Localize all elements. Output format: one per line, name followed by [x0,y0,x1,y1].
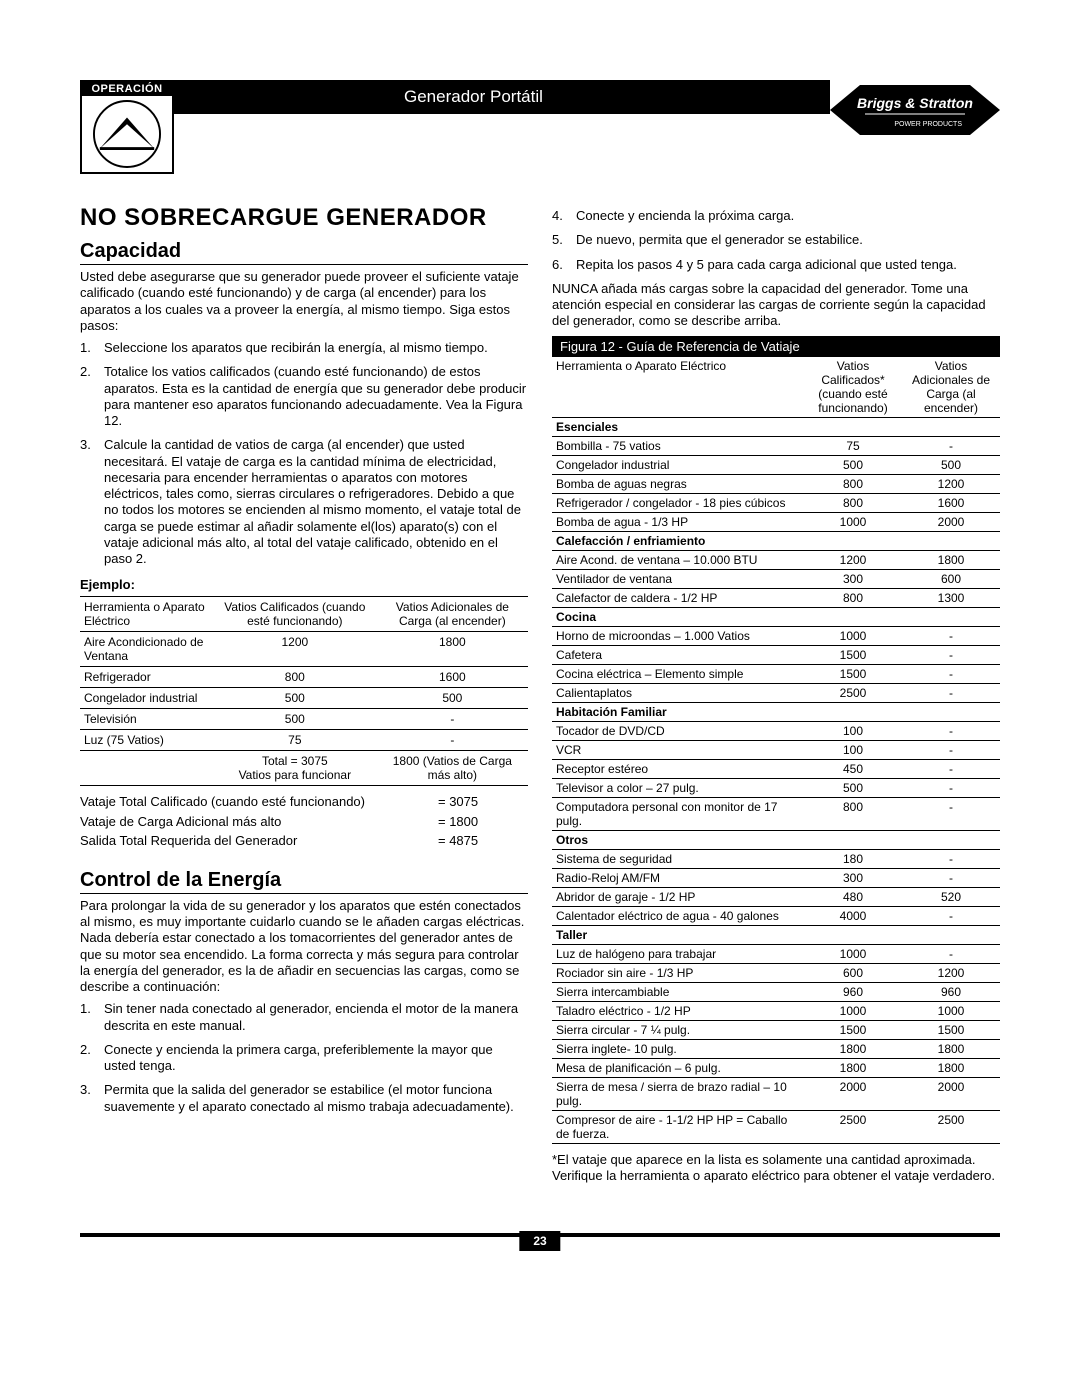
table-row: Abridor de garaje - 1/2 HP480520 [552,887,1000,906]
right-column: Conecte y encienda la próxima carga. De n… [552,204,1000,1197]
table-row: Cafetera1500- [552,645,1000,664]
title-bar: Generador Portátil [174,80,830,114]
step-item: Conecte y encienda la primera carga, pre… [80,1042,528,1075]
energy-intro: Para prolongar la vida de su generador y… [80,898,528,996]
summary-row: Salida Total Requerida del Generador= 48… [80,831,528,851]
table-row: Receptor estéreo450- [552,759,1000,778]
ref-col-rated: Vatios Calificados* (cuando esté funcion… [804,357,902,418]
example-label: Ejemplo: [80,577,528,592]
example-header: Vatios Calificados (cuando esté funciona… [213,597,377,632]
table-row: Calentador eléctrico de agua - 40 galone… [552,906,1000,925]
reference-table: Herramienta o Aparato Eléctrico Vatios C… [552,357,1000,1144]
summary-row: Vataje de Carga Adicional más alto= 1800 [80,812,528,832]
table-row: Sierra de mesa / sierra de brazo radial … [552,1077,1000,1110]
table-row: Tocador de DVD/CD100- [552,721,1000,740]
step-item: Seleccione los aparatos que recibirán la… [80,340,528,356]
table-row: Congelador industrial500500 [80,688,528,709]
table-row: Computadora personal con monitor de 17 p… [552,797,1000,830]
ref-category-row: Cocina [552,607,1000,626]
energy-warning: NUNCA añada más cargas sobre la capacida… [552,281,1000,330]
ref-category-row: Habitación Familiar [552,702,1000,721]
summary-block: Vataje Total Calificado (cuando esté fun… [80,792,528,851]
table-row: Horno de microondas – 1.000 Vatios1000- [552,626,1000,645]
summary-row: Vataje Total Calificado (cuando esté fun… [80,792,528,812]
main-heading: NO SOBRECARGUE GENERADOR [80,204,528,232]
table-row-total: Total = 3075 Vatios para funcionar1800 (… [80,751,528,786]
step-item: Calcule la cantidad de vatios de carga (… [80,437,528,567]
example-header: Herramienta o Aparato Eléctrico [80,597,213,632]
step-item: Sin tener nada conectado al generador, e… [80,1001,528,1034]
table-row: Congelador industrial500500 [552,455,1000,474]
table-row: Aire Acond. de ventana – 10.000 BTU12001… [552,550,1000,569]
table-row: Refrigerador8001600 [80,667,528,688]
table-row: Mesa de planificación – 6 pulg.18001800 [552,1058,1000,1077]
table-row: Calientaplatos2500- [552,683,1000,702]
table-row: Aire Acondicionado de Ventana12001800 [80,632,528,667]
ref-category-row: Calefacción / enfriamiento [552,531,1000,550]
table-row: Radio-Reloj AM/FM300- [552,868,1000,887]
table-row: Taladro eléctrico - 1/2 HP10001000 [552,1001,1000,1020]
operation-badge-icon [86,100,168,168]
step-item: Permita que la salida del generador se e… [80,1082,528,1115]
table-row: Calefactor de caldera - 1/2 HP8001300 [552,588,1000,607]
example-table: Herramienta o Aparato EléctricoVatios Ca… [80,596,528,786]
ref-col-tool: Herramienta o Aparato Eléctrico [552,357,804,418]
energy-heading: Control de la Energía [80,869,528,894]
step-item: De nuevo, permita que el generador se es… [552,232,1000,248]
ref-col-surge: Vatios Adicionales de Carga (al encender… [902,357,1000,418]
table-row: Bombilla - 75 vatios75- [552,436,1000,455]
table-row: Sierra circular - 7 ¼ pulg.15001500 [552,1020,1000,1039]
energy-steps-right: Conecte y encienda la próxima carga. De n… [552,208,1000,273]
page-header: OPERACIÓN Generador Portátil Briggs & St… [80,80,1000,174]
example-header: Vatios Adicionales de Carga (al encender… [377,597,528,632]
page-footer: 23 [80,1233,1000,1237]
brand-text: Briggs & Stratton [857,95,973,111]
ref-category-row: Esenciales [552,417,1000,436]
table-row: Cocina eléctrica – Elemento simple1500- [552,664,1000,683]
title-bar-wrap: Generador Portátil [174,80,830,114]
table-row: Sierra inglete- 10 pulg.18001800 [552,1039,1000,1058]
table-row: Sierra intercambiable960960 [552,982,1000,1001]
table-row: Bomba de agua - 1/3 HP10002000 [552,512,1000,531]
page-title: Generador Portátil [404,87,543,107]
step-item: Totalice los vatios calificados (cuando … [80,364,528,429]
brand-logo: Briggs & Stratton POWER PRODUCTS [830,80,1000,140]
brand-subtext: POWER PRODUCTS [894,121,962,128]
table-row: Televisión500- [80,709,528,730]
figure-footnote: *El vataje que aparece en la lista es so… [552,1152,1000,1185]
table-row: Luz (75 Vatios)75- [80,730,528,751]
table-row: VCR100- [552,740,1000,759]
page: OPERACIÓN Generador Portátil Briggs & St… [0,0,1080,1277]
content-columns: NO SOBRECARGUE GENERADOR Capacidad Usted… [80,204,1000,1197]
capacity-steps: Seleccione los aparatos que recibirán la… [80,340,528,567]
left-column: NO SOBRECARGUE GENERADOR Capacidad Usted… [80,204,528,1197]
step-item: Conecte y encienda la próxima carga. [552,208,1000,224]
footer-rule: 23 [80,1233,1000,1237]
operation-badge: OPERACIÓN [80,80,174,174]
table-row: Televisor a color – 27 pulg.500- [552,778,1000,797]
figure-title-bar: Figura 12 - Guía de Referencia de Vatiaj… [552,336,1000,357]
page-number: 23 [519,1231,560,1251]
step-item: Repita los pasos 4 y 5 para cada carga a… [552,257,1000,273]
energy-steps-left: Sin tener nada conectado al generador, e… [80,1001,528,1115]
table-row: Compresor de aire - 1-1/2 HP HP = Caball… [552,1110,1000,1143]
capacity-intro: Usted debe asegurarse que su generador p… [80,269,528,334]
ref-category-row: Taller [552,925,1000,944]
table-row: Bomba de aguas negras8001200 [552,474,1000,493]
operation-badge-label: OPERACIÓN [82,82,172,96]
table-row: Refrigerador / congelador - 18 pies cúbi… [552,493,1000,512]
table-row: Rociador sin aire - 1/3 HP6001200 [552,963,1000,982]
table-row: Luz de halógeno para trabajar1000- [552,944,1000,963]
ref-category-row: Otros [552,830,1000,849]
capacity-heading: Capacidad [80,240,528,265]
table-row: Ventilador de ventana300600 [552,569,1000,588]
table-row: Sistema de seguridad180- [552,849,1000,868]
